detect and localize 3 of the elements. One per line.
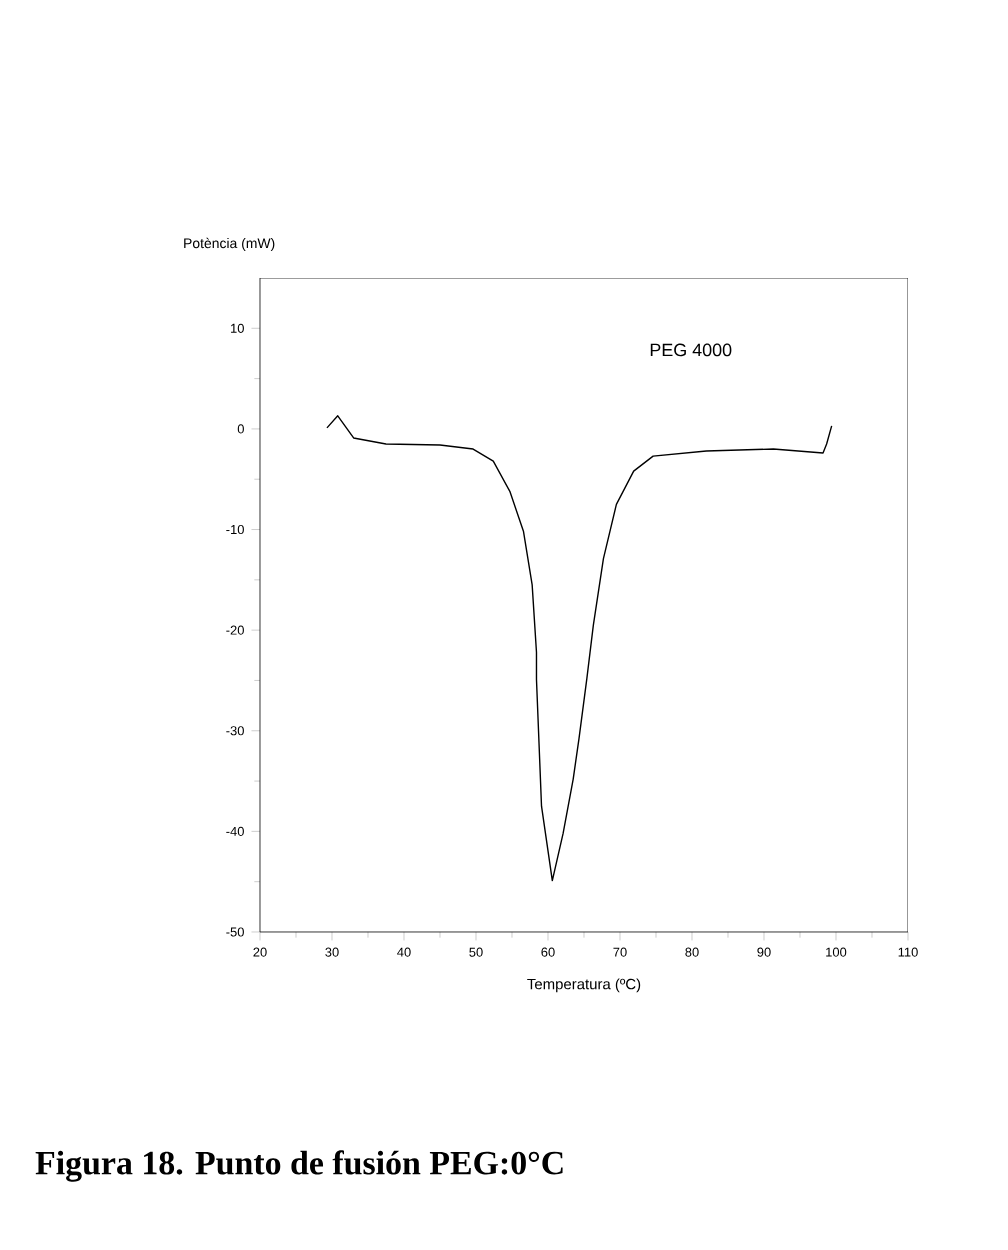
text: Figura 18. Punto de fusión PEG:0°C bbox=[35, 1150, 563, 1182]
text: PEG 4000 bbox=[650, 343, 732, 357]
line-series bbox=[326, 415, 833, 882]
